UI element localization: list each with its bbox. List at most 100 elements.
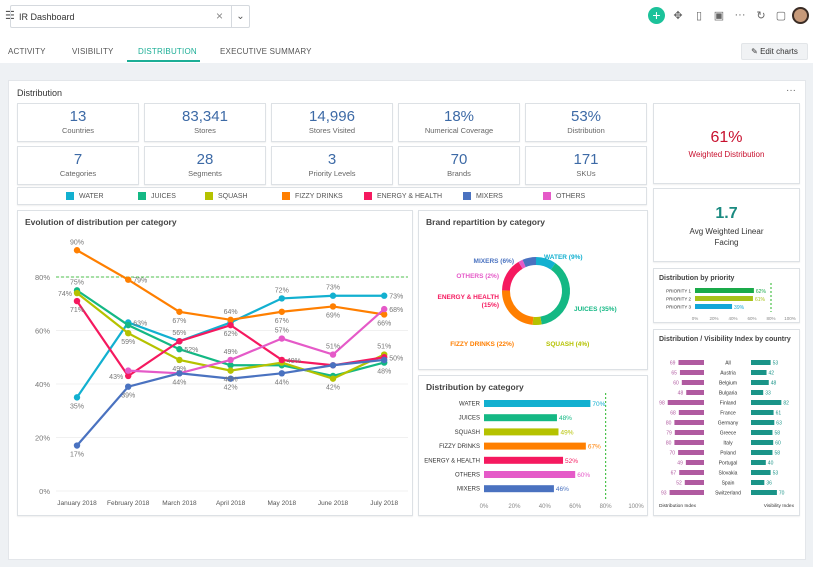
slice-label: SQUASH (4%) (546, 341, 589, 348)
slice-label: OTHERS (2%) (456, 273, 499, 280)
panel-menu-icon[interactable]: ··· (786, 85, 796, 96)
kpi-label: Categories (59, 169, 97, 178)
legend-item: MIXERS (463, 192, 503, 200)
legend-item: OTHERS (543, 192, 585, 200)
data-label: 67% (172, 318, 186, 325)
data-point (278, 356, 285, 364)
donut-slice-others (518, 259, 526, 269)
data-point (227, 375, 234, 382)
donut-slice-juices (540, 263, 570, 325)
visibility-index-bar (751, 360, 771, 365)
more-icon[interactable]: ··· (734, 9, 746, 21)
kpi-value: 53% (570, 108, 602, 125)
distribution-index-bar (674, 420, 704, 425)
data-point (73, 297, 81, 305)
distribution-index-bar (678, 410, 704, 415)
distribution-index-bar (678, 450, 704, 455)
visibility-index-bar (751, 470, 771, 475)
priority-title: Distribution by priority (659, 275, 735, 282)
avatar[interactable] (792, 7, 809, 24)
help-icon[interactable]: ▢ (775, 10, 787, 22)
kpi-card: 53% Distribution (525, 103, 647, 142)
legend-swatch (463, 192, 471, 200)
legend-swatch (138, 192, 146, 200)
slice-label: WATER (9%) (544, 254, 583, 261)
dashboard-select-value: IR Dashboard (19, 12, 75, 22)
bar (695, 288, 754, 293)
value-label: 67% (588, 444, 601, 451)
distribution-index-value: 65 (671, 371, 677, 377)
bar (484, 414, 557, 422)
data-point (278, 370, 285, 377)
distribution-index-value: 49 (677, 461, 683, 467)
refresh-icon[interactable]: ↻ (756, 10, 766, 22)
category-bar-chart: 0% 20% 40% 60% 80% 100% WATER 70% JUICES 48% SQUAS… (424, 393, 644, 510)
chevron-down-icon[interactable]: ⌄ (231, 6, 249, 27)
data-point (227, 321, 234, 329)
x-tick-label: March 2018 (162, 500, 197, 507)
value-label: 49% (560, 429, 573, 436)
move-icon[interactable]: ✥ (673, 10, 683, 22)
x-tick-label: 80% (766, 316, 775, 321)
data-point (125, 383, 132, 390)
value-label: 39% (734, 305, 745, 311)
distribution-index-value: 67 (671, 471, 677, 477)
clear-icon[interactable]: × (215, 9, 223, 23)
bar (695, 296, 753, 301)
edit-charts-button[interactable]: ✎ Edit charts (741, 43, 808, 60)
distribution-index-bar (669, 490, 704, 495)
data-label: 69% (326, 312, 340, 319)
category-bar-card: Distribution by category 0% 20% 40% 60% 80% 1… (418, 375, 648, 516)
category-label: PRIORITY 1 (666, 289, 691, 294)
tab-activity[interactable]: ACTIVITY (8, 47, 46, 56)
category-legend: WATER JUICES SQUASH FIZZY DRINKS ENERGY & HE… (17, 187, 647, 205)
value-label: 62% (756, 289, 767, 295)
data-point (329, 375, 337, 382)
kpi-value: 7 (73, 151, 83, 168)
data-point (176, 338, 183, 345)
visibility-index-value: 70 (779, 491, 785, 497)
kpi-label: SKUs (576, 169, 596, 178)
x-tick-label: 100% (628, 504, 644, 510)
visibility-index-value: 48 (771, 381, 777, 387)
dashboard-select[interactable]: IR Dashboard × ⌄ (10, 5, 250, 28)
visibility-index-bar (751, 450, 773, 455)
data-label: 73% (326, 285, 340, 292)
legend-swatch (282, 192, 290, 200)
distribution-index-bar (684, 480, 704, 485)
tab-visibility[interactable]: VISIBILITY (72, 47, 114, 56)
category-label: PRIORITY 2 (666, 297, 691, 302)
tab-distribution[interactable]: DISTRIBUTION (138, 47, 197, 56)
data-point (176, 370, 183, 377)
x-tick-label: 60% (569, 504, 582, 510)
data-point (381, 311, 388, 318)
data-label: 90% (70, 239, 84, 246)
tab-executive-summary[interactable]: EXECUTIVE SUMMARY (220, 47, 312, 56)
x-tick-label: January 2018 (57, 500, 97, 507)
category-label: WATER (459, 402, 481, 408)
data-label: 74% (58, 291, 72, 298)
bar (484, 442, 586, 450)
country-label: Spain (722, 481, 735, 487)
slice-label: FIZZY DRINKS (22%) (450, 341, 514, 348)
distribution-index-value: 68 (670, 411, 676, 417)
kpi-label: Priority Levels (308, 169, 356, 178)
legend-swatch (364, 192, 372, 200)
slice-label: ENERGY & HEALTH (437, 294, 499, 301)
pdf-icon[interactable]: ▯ (695, 10, 703, 22)
country-label: Italy (723, 441, 733, 447)
save-icon[interactable]: ▣ (713, 10, 725, 22)
kpi-card: 7 Categories (17, 146, 139, 185)
y-tick-label: 80% (35, 273, 50, 282)
country-label: Poland (720, 451, 736, 457)
add-icon[interactable]: + (648, 7, 665, 24)
visibility-index-bar (751, 390, 764, 395)
active-tab-indicator (127, 60, 200, 62)
menu-icon[interactable]: ☰ (5, 10, 15, 22)
value-label: 48% (559, 415, 572, 422)
legend-label: JUICES (151, 192, 176, 200)
country-label: All (725, 361, 731, 367)
distribution-index-bar (667, 400, 704, 405)
kpi-card: 171 SKUs (525, 146, 647, 185)
panel-title: Distribution (17, 88, 63, 98)
